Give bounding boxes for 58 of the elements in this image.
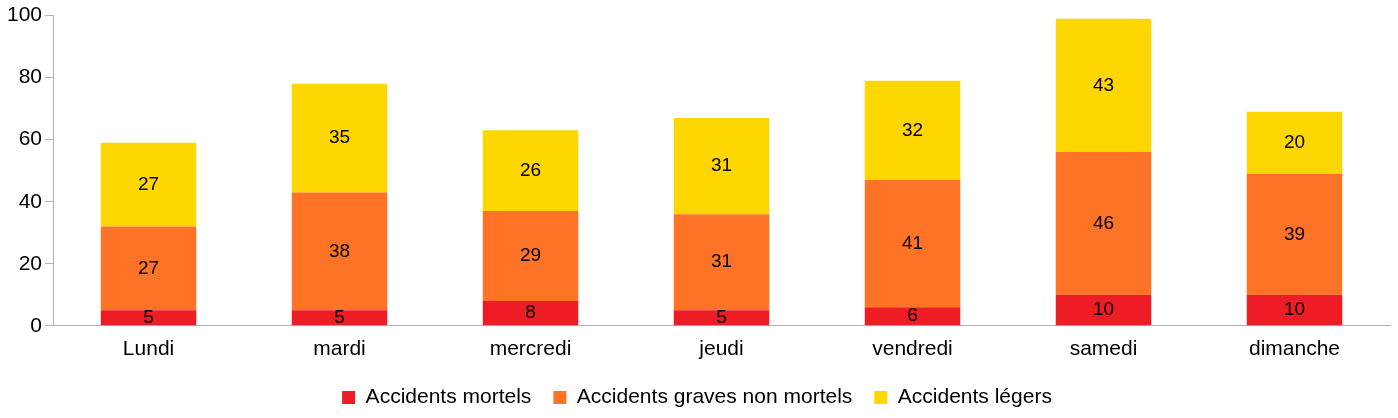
bar [864,80,961,181]
data-label: 6 [907,304,918,326]
legend-label: Accidents mortels [365,384,532,408]
bar [864,307,961,326]
data-label: 46 [1092,211,1115,233]
legend-label: Accidents graves non mortels [576,384,853,408]
data-label: 38 [328,239,351,261]
y-tick-label: 80 [18,64,43,88]
x-tick-label: vendredi [872,336,953,360]
bar [291,192,388,311]
bar [482,211,579,301]
bar [100,226,197,311]
data-label: 5 [716,306,727,328]
bar [100,310,197,326]
data-label: 43 [1092,73,1115,95]
data-label: 35 [328,126,351,148]
x-tick-label: Lundi [122,336,175,360]
data-label: 10 [1092,298,1115,320]
data-label: 27 [137,256,160,278]
bar [291,310,388,326]
data-label: 31 [710,154,733,176]
data-label: 29 [519,244,542,266]
data-label: 20 [1283,131,1306,153]
data-label: 26 [519,158,542,180]
y-tick-label: 0 [30,312,43,336]
y-tick-label: 60 [18,126,43,150]
bar [100,142,197,227]
x-tick-label: mercredi [489,336,572,360]
bar [673,117,770,215]
bar [1055,294,1152,326]
bar [482,130,579,212]
x-tick-label: samedi [1069,336,1138,360]
bar [1246,294,1343,326]
legend-label: Accidents légers [897,384,1052,408]
x-tick-label: mardi [313,336,366,360]
data-label: 5 [143,306,154,328]
data-label: 5 [334,306,345,328]
bar [291,83,388,193]
bar [864,180,961,308]
x-tick-label: dimanche [1248,336,1341,360]
data-label: 32 [901,118,924,140]
data-label: 10 [1283,298,1306,320]
y-tick-label: 20 [18,250,43,274]
data-label: 41 [901,231,924,253]
bar [1055,18,1152,153]
bar [673,310,770,326]
data-label: 8 [525,301,536,323]
y-tick-label: 40 [18,188,43,212]
bar [482,300,579,326]
bar [1246,111,1343,174]
bar [1055,152,1152,295]
bar [1246,173,1343,295]
bar [673,214,770,311]
data-label: 31 [710,250,733,272]
x-tick-label: jeudi [698,336,744,360]
data-label: 27 [137,172,160,194]
data-label: 39 [1283,222,1306,244]
y-tick-label: 100 [6,2,43,26]
